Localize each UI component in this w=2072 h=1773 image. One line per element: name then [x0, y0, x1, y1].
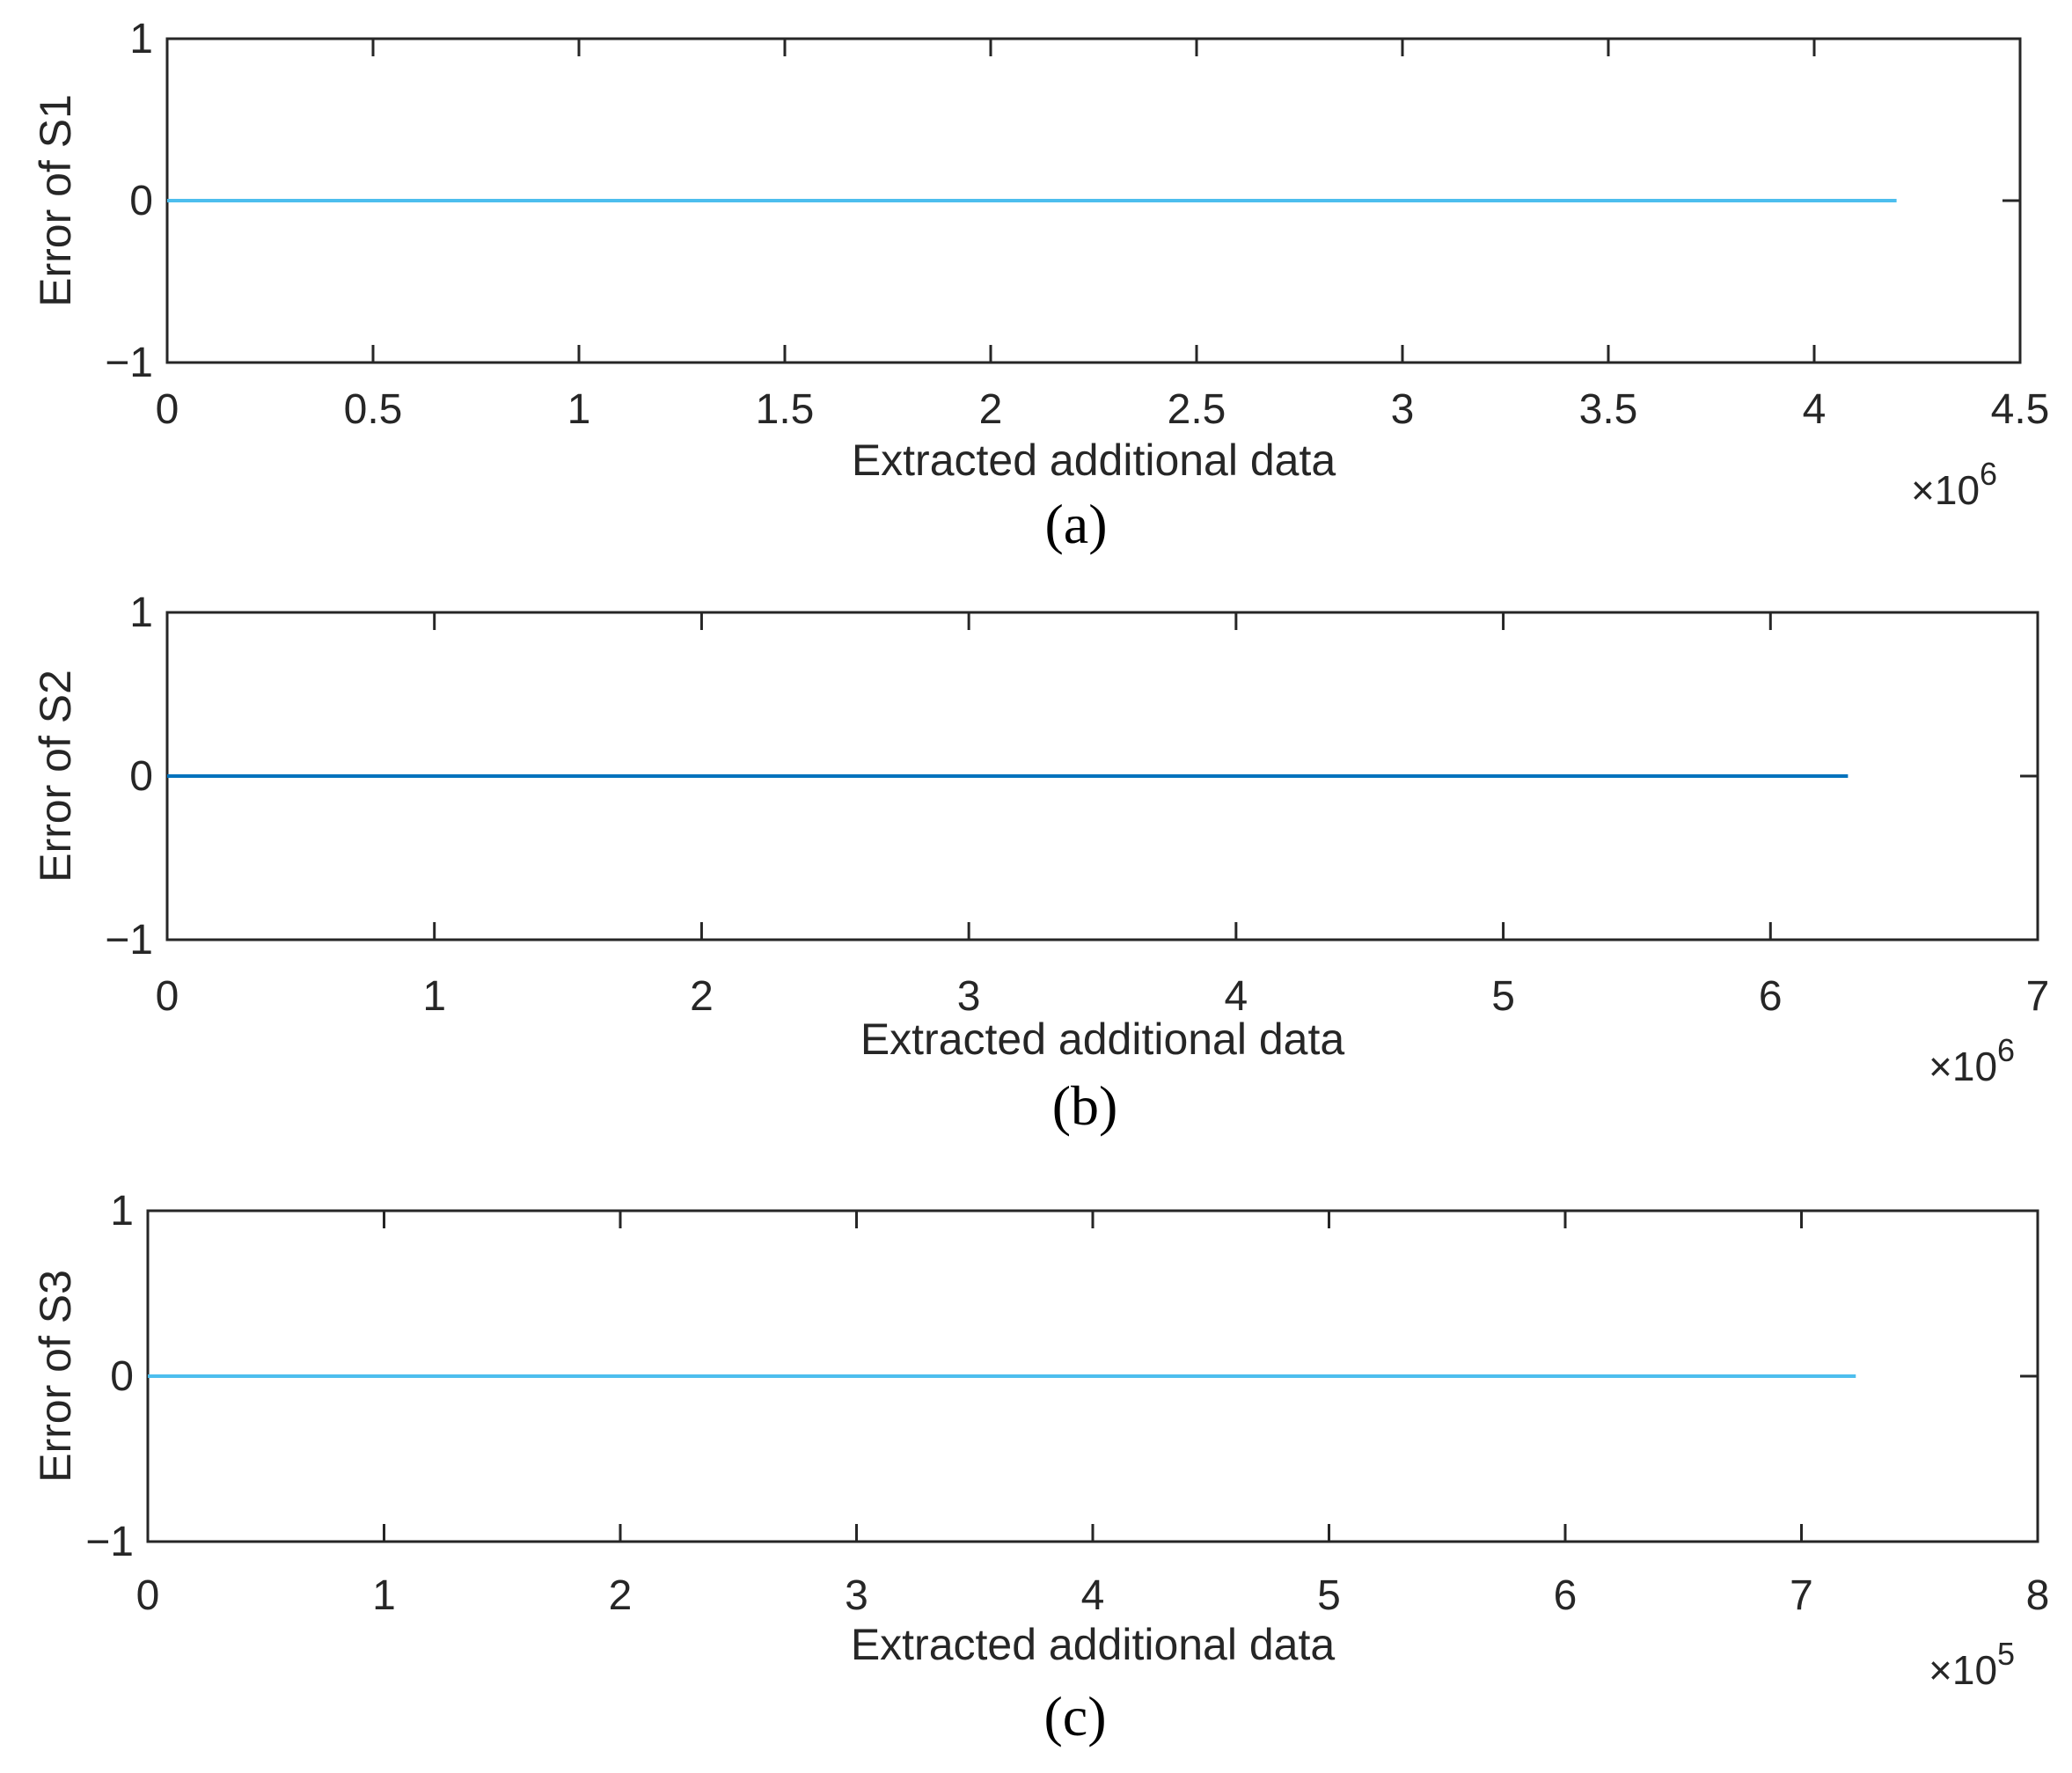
- y-tick-label: 1: [129, 16, 153, 62]
- x-multiplier-exponent: 6: [1997, 1032, 2015, 1068]
- x-tick-label: 0: [156, 386, 179, 433]
- x-axis-multiplier: ×106: [1911, 456, 1997, 513]
- x-tick-label: 4.5: [1991, 386, 2050, 433]
- x-tick-label: 4: [1225, 973, 1248, 1020]
- y-tick-label: −1: [105, 340, 153, 386]
- panel-caption: (b): [1052, 1074, 1118, 1137]
- x-tick-label: 5: [1317, 1572, 1341, 1619]
- x-tick-label: 4: [1081, 1572, 1105, 1619]
- x-tick-label: 7: [2026, 973, 2050, 1020]
- x-tick-label: 6: [1554, 1572, 1578, 1619]
- x-tick-label: 2.5: [1168, 386, 1226, 433]
- y-axis-label: Error of S2: [31, 670, 80, 883]
- x-tick-label: 0.5: [344, 386, 403, 433]
- x-tick-label: 0: [136, 1572, 160, 1619]
- x-tick-label: 8: [2026, 1572, 2050, 1619]
- x-tick-label: 7: [1790, 1572, 1813, 1619]
- panel-caption: (a): [1044, 493, 1107, 555]
- y-tick-label: 0: [110, 1353, 134, 1400]
- x-multiplier-base: ×10: [1929, 1647, 1997, 1693]
- y-tick-label: −1: [105, 917, 153, 963]
- x-tick-label: 3: [1391, 386, 1415, 433]
- x-multiplier-exponent: 6: [1980, 456, 1997, 492]
- x-tick-label: 1: [422, 973, 446, 1020]
- y-axis-label: Error of S1: [31, 94, 80, 307]
- x-axis-multiplier: ×106: [1929, 1032, 2015, 1089]
- x-tick-label: 2: [690, 973, 714, 1020]
- x-tick-label: 0: [156, 973, 179, 1020]
- x-multiplier-base: ×10: [1911, 467, 1980, 513]
- x-axis-label: Extracted additional data: [852, 436, 1336, 485]
- x-tick-label: 3: [957, 973, 981, 1020]
- x-tick-label: 3: [845, 1572, 868, 1619]
- y-tick-label: −1: [85, 1519, 134, 1565]
- x-tick-label: 6: [1759, 973, 1783, 1020]
- x-axis-label: Extracted additional data: [851, 1620, 1336, 1669]
- y-tick-label: 1: [110, 1188, 134, 1235]
- y-tick-label: 0: [129, 753, 153, 800]
- x-tick-label: 2: [979, 386, 1003, 433]
- x-tick-label: 3.5: [1579, 386, 1638, 433]
- x-tick-label: 1: [567, 386, 591, 433]
- y-axis-label: Error of S3: [31, 1270, 80, 1483]
- x-multiplier-base: ×10: [1929, 1044, 1997, 1089]
- x-tick-label: 1.5: [756, 386, 815, 433]
- x-tick-label: 5: [1491, 973, 1515, 1020]
- y-tick-label: 0: [129, 178, 153, 224]
- panel-caption: (c): [1043, 1685, 1106, 1747]
- x-axis-label: Extracted additional data: [860, 1015, 1345, 1064]
- x-multiplier-exponent: 5: [1997, 1636, 2015, 1672]
- y-tick-label: 1: [129, 590, 153, 636]
- x-tick-label: 4: [1803, 386, 1827, 433]
- x-tick-label: 1: [372, 1572, 396, 1619]
- x-axis-multiplier: ×105: [1929, 1636, 2015, 1693]
- x-tick-label: 2: [609, 1572, 633, 1619]
